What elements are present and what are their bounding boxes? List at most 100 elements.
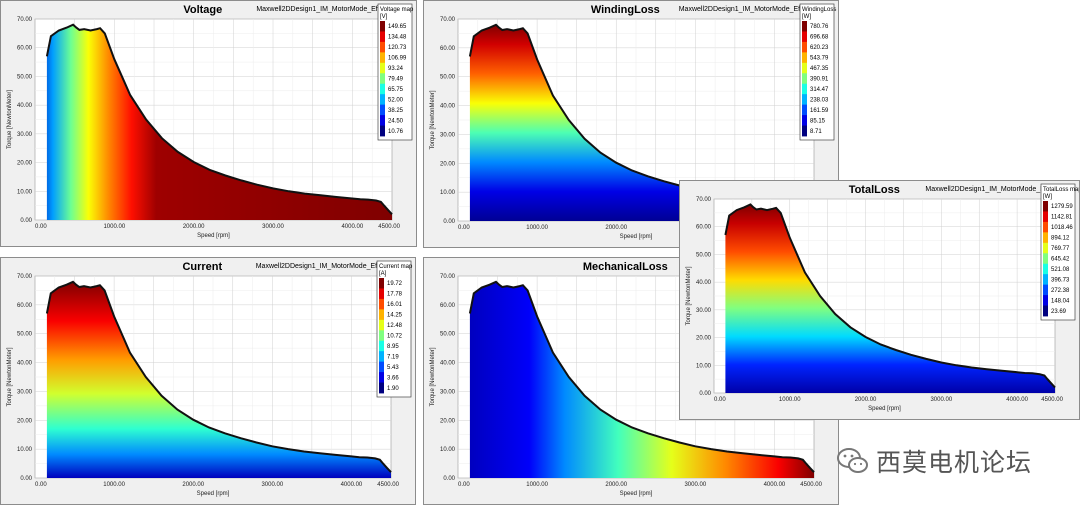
legend-swatch bbox=[802, 41, 807, 53]
y-tick-label: 60.00 bbox=[696, 225, 712, 231]
y-tick-label: 0.00 bbox=[699, 391, 711, 397]
legend-value: 645.42 bbox=[1051, 257, 1070, 263]
y-tick-label: 20.00 bbox=[440, 161, 456, 167]
efficiency-region bbox=[725, 204, 1055, 393]
y-tick-label: 20.00 bbox=[696, 336, 712, 342]
legend-swatch bbox=[380, 62, 385, 74]
chart-svg: Current Maxwell2DDesign1_IM_MotorMode_Eff… bbox=[7, 260, 413, 497]
legend-value: 769.77 bbox=[1051, 246, 1070, 252]
legend-value: 238.03 bbox=[810, 97, 829, 103]
legend-value: 149.65 bbox=[388, 24, 407, 30]
x-tick-label: 0.00 bbox=[35, 482, 47, 488]
y-tick-label: 0.00 bbox=[443, 219, 455, 225]
legend-swatch bbox=[1043, 201, 1048, 212]
legend-swatch bbox=[1043, 284, 1048, 296]
legend-swatch bbox=[380, 125, 385, 137]
x-axis-label: Speed [rpm] bbox=[197, 491, 230, 497]
legend-title: Voltage map bbox=[380, 7, 414, 13]
legend-swatch bbox=[1043, 295, 1048, 306]
legend-swatch bbox=[379, 361, 384, 373]
legend-value: 780.76 bbox=[810, 24, 829, 30]
legend-value: 19.72 bbox=[387, 281, 403, 287]
legend-swatch bbox=[802, 31, 807, 43]
y-axis-label: Torque [NewtonMeter] bbox=[686, 266, 692, 325]
legend-swatch bbox=[380, 52, 385, 64]
y-axis-label: Torque [NewtonMeter] bbox=[430, 90, 436, 149]
chart-title: Voltage bbox=[183, 4, 222, 16]
legend-swatch bbox=[802, 83, 807, 95]
legend-value: 3.66 bbox=[387, 375, 399, 381]
x-tick-label: 2000.00 bbox=[183, 224, 205, 230]
y-tick-label: 20.00 bbox=[17, 418, 33, 424]
x-tick-label: 1000.00 bbox=[103, 224, 125, 230]
y-tick-label: 10.00 bbox=[17, 189, 33, 195]
legend-value: 272.38 bbox=[1051, 288, 1070, 294]
x-tick-label: 1000.00 bbox=[779, 397, 801, 403]
x-tick-label: 3000.00 bbox=[261, 482, 283, 488]
x-tick-label: 3000.00 bbox=[930, 397, 952, 403]
legend-value: 5.43 bbox=[387, 365, 399, 371]
y-tick-label: 0.00 bbox=[20, 218, 32, 224]
legend-swatch bbox=[379, 278, 384, 289]
legend-swatch bbox=[379, 309, 384, 321]
y-tick-label: 70.00 bbox=[17, 274, 33, 280]
x-axis-label: Speed [rpm] bbox=[620, 234, 653, 240]
x-tick-label: 4000.00 bbox=[1006, 397, 1028, 403]
legend-swatch bbox=[802, 125, 807, 137]
legend-value: 8.71 bbox=[810, 129, 822, 135]
y-tick-label: 10.00 bbox=[17, 447, 33, 453]
y-tick-label: 60.00 bbox=[440, 303, 456, 309]
legend-value: 14.25 bbox=[387, 313, 403, 319]
y-tick-label: 50.00 bbox=[17, 332, 33, 338]
x-axis-label: Speed [rpm] bbox=[197, 233, 230, 239]
legend-value: 10.72 bbox=[387, 334, 403, 340]
torque-speed-curve bbox=[468, 280, 815, 473]
legend-swatch bbox=[802, 62, 807, 74]
legend-swatch bbox=[802, 115, 807, 126]
y-tick-label: 40.00 bbox=[440, 361, 456, 367]
x-tick-label: 1000.00 bbox=[103, 482, 125, 488]
legend-swatch bbox=[380, 104, 385, 116]
legend-swatch bbox=[379, 319, 384, 331]
y-tick-label: 10.00 bbox=[440, 447, 456, 453]
legend-value: 7.19 bbox=[387, 354, 399, 360]
legend-swatch bbox=[1043, 305, 1048, 317]
x-tick-label: 0.00 bbox=[458, 225, 470, 231]
legend-swatch bbox=[380, 21, 385, 32]
y-tick-label: 70.00 bbox=[440, 17, 456, 23]
legend-unit: [W] bbox=[1043, 194, 1052, 200]
y-tick-label: 0.00 bbox=[20, 476, 32, 482]
legend-value: 79.49 bbox=[388, 77, 404, 83]
x-axis-label: Speed [rpm] bbox=[868, 406, 901, 412]
legend-value: 24.50 bbox=[388, 118, 404, 124]
chart-subtitle: Maxwell2DDesign1_IM_MotorMode_EffMa bbox=[256, 6, 389, 13]
chart-title: WindingLoss bbox=[591, 4, 660, 16]
legend-title: WindingLoss bbox=[802, 7, 836, 13]
torque-speed-curve bbox=[45, 280, 392, 473]
legend-swatch bbox=[1043, 274, 1048, 286]
legend-swatch bbox=[802, 52, 807, 64]
legend-value: 12.48 bbox=[387, 323, 403, 329]
efficiency-region bbox=[46, 281, 392, 478]
legend-value: 543.79 bbox=[810, 56, 829, 62]
y-tick-label: 70.00 bbox=[696, 197, 712, 203]
y-tick-label: 60.00 bbox=[440, 46, 456, 52]
y-tick-label: 40.00 bbox=[696, 280, 712, 286]
legend-swatch bbox=[1043, 253, 1048, 265]
wechat-icon bbox=[837, 448, 868, 473]
legend-swatch bbox=[802, 21, 807, 32]
x-tick-label: 4500.00 bbox=[377, 482, 399, 488]
y-tick-label: 30.00 bbox=[696, 308, 712, 314]
legend-unit: [W] bbox=[802, 14, 811, 20]
legend-swatch bbox=[380, 73, 385, 85]
efficiency-region bbox=[46, 24, 393, 221]
legend-value: 52.00 bbox=[388, 97, 404, 103]
color-legend: Current map[A]19.72 17.78 16.01 14.25 12.48 1… bbox=[376, 260, 413, 398]
legend-swatch bbox=[379, 351, 384, 363]
legend-swatch bbox=[379, 382, 384, 394]
y-tick-label: 60.00 bbox=[17, 303, 33, 309]
legend-swatch bbox=[1043, 221, 1048, 233]
legend-swatch bbox=[379, 288, 384, 300]
legend-swatch bbox=[380, 41, 385, 53]
y-tick-label: 50.00 bbox=[440, 332, 456, 338]
